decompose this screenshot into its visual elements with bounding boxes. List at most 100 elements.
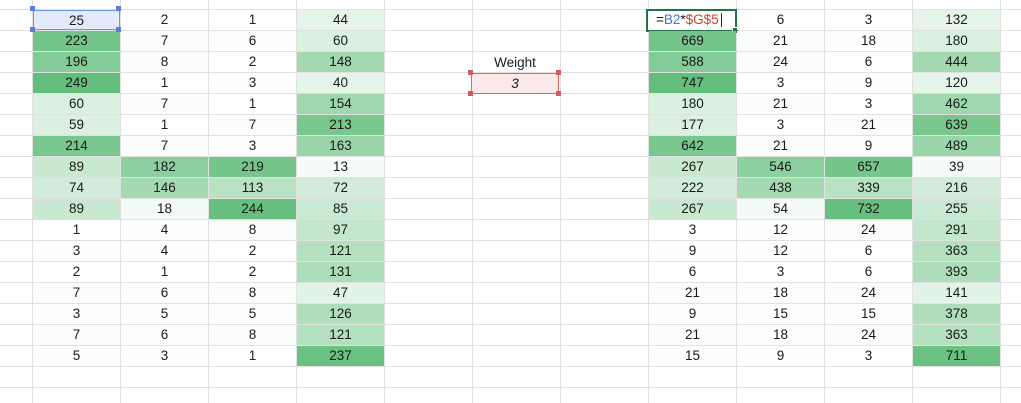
range-handle-bottom-right[interactable]: [556, 91, 561, 96]
left_table-cell[interactable]: 163: [297, 136, 384, 156]
right_table-cell[interactable]: 222: [649, 178, 736, 198]
right_table-cell[interactable]: 339: [825, 178, 912, 198]
left_table-cell[interactable]: 4: [121, 241, 208, 261]
right_table-cell[interactable]: 6: [649, 262, 736, 282]
right_table-cell[interactable]: 393: [913, 262, 1000, 282]
left_table-cell[interactable]: 1: [121, 262, 208, 282]
left_table-cell[interactable]: 196: [33, 52, 120, 72]
left_table-cell[interactable]: 6: [209, 31, 296, 51]
right_table-cell[interactable]: 24: [737, 52, 824, 72]
left_table-cell[interactable]: 214: [33, 136, 120, 156]
right_table-cell[interactable]: 462: [913, 94, 1000, 114]
right_table-cell[interactable]: 18: [737, 283, 824, 303]
left_table-cell[interactable]: 148: [297, 52, 384, 72]
left_table-cell[interactable]: 13: [297, 157, 384, 177]
left_table-cell[interactable]: 8: [121, 52, 208, 72]
left_table-cell[interactable]: 7: [121, 94, 208, 114]
right_table-cell[interactable]: 444: [913, 52, 1000, 72]
left_table-cell[interactable]: 7: [33, 283, 120, 303]
right_table-cell[interactable]: 6: [825, 262, 912, 282]
left_table-cell[interactable]: 8: [209, 283, 296, 303]
left_table-cell[interactable]: 5: [121, 304, 208, 324]
right_table-cell[interactable]: 12: [737, 220, 824, 240]
left_table-cell[interactable]: 4: [121, 220, 208, 240]
reference-handle[interactable]: [116, 27, 121, 32]
right_table-cell[interactable]: 6: [825, 241, 912, 261]
reference-handle[interactable]: [116, 6, 121, 11]
range-handle-top-right[interactable]: [556, 70, 561, 75]
left_table-cell[interactable]: 126: [297, 304, 384, 324]
left_table-cell[interactable]: 59: [33, 115, 120, 135]
right_table-cell[interactable]: 141: [913, 283, 1000, 303]
left_table-cell[interactable]: 182: [121, 157, 208, 177]
right_table-cell[interactable]: 9: [737, 346, 824, 366]
right_table-cell[interactable]: 54: [737, 199, 824, 219]
weight-value-cell[interactable]: 3: [471, 73, 559, 94]
right_table-cell[interactable]: 642: [649, 136, 736, 156]
right_table-cell[interactable]: 378: [913, 304, 1000, 324]
left_table-cell[interactable]: 1: [209, 346, 296, 366]
right_table-cell[interactable]: 291: [913, 220, 1000, 240]
right_table-cell[interactable]: 15: [649, 346, 736, 366]
right_table-cell[interactable]: 12: [737, 241, 824, 261]
right_table-cell[interactable]: 18: [737, 325, 824, 345]
right_table-cell[interactable]: 267: [649, 157, 736, 177]
right_table-cell[interactable]: 747: [649, 73, 736, 93]
left_table-cell[interactable]: 8: [209, 325, 296, 345]
left_table-cell[interactable]: 2: [121, 10, 208, 30]
left_table-cell[interactable]: 237: [297, 346, 384, 366]
left_table-cell[interactable]: 3: [33, 241, 120, 261]
left_table-cell[interactable]: 7: [121, 136, 208, 156]
right_table-cell[interactable]: 21: [825, 115, 912, 135]
right_table-cell[interactable]: 9: [649, 241, 736, 261]
right_table-cell[interactable]: 21: [649, 283, 736, 303]
right_table-cell[interactable]: 177: [649, 115, 736, 135]
right_table-cell[interactable]: 21: [649, 325, 736, 345]
left_table-cell[interactable]: 131: [297, 262, 384, 282]
range-handle-bottom-left[interactable]: [468, 91, 473, 96]
left_table-cell[interactable]: 6: [121, 325, 208, 345]
right_table-cell[interactable]: 6: [737, 10, 824, 30]
right_table-cell[interactable]: 180: [649, 94, 736, 114]
right_table-cell[interactable]: 546: [737, 157, 824, 177]
left_table-cell[interactable]: 223: [33, 31, 120, 51]
left_table-cell[interactable]: 60: [33, 94, 120, 114]
left_table-cell[interactable]: 1: [121, 115, 208, 135]
right_table-cell[interactable]: 267: [649, 199, 736, 219]
right_table-cell[interactable]: 3: [737, 73, 824, 93]
left_table-cell[interactable]: 5: [33, 346, 120, 366]
right_table-cell[interactable]: 3: [737, 115, 824, 135]
left_table-cell[interactable]: 44: [297, 10, 384, 30]
right_table-cell[interactable]: 9: [825, 73, 912, 93]
right_table-cell[interactable]: 21: [737, 31, 824, 51]
right_table-cell[interactable]: 39: [913, 157, 1000, 177]
right_table-cell[interactable]: 3: [825, 10, 912, 30]
right_table-cell[interactable]: 363: [913, 325, 1000, 345]
right_table-cell[interactable]: 18: [825, 31, 912, 51]
right_table-cell[interactable]: 3: [649, 220, 736, 240]
right_table-cell[interactable]: 639: [913, 115, 1000, 135]
left_table-cell[interactable]: 244: [209, 199, 296, 219]
left_table-cell[interactable]: 97: [297, 220, 384, 240]
left_table-cell[interactable]: 2: [33, 262, 120, 282]
right_table-cell[interactable]: 120: [913, 73, 1000, 93]
reference-handle[interactable]: [30, 6, 35, 11]
right_table-cell[interactable]: 732: [825, 199, 912, 219]
left_table-cell[interactable]: 2: [209, 241, 296, 261]
range-handle-top-left[interactable]: [468, 70, 473, 75]
right_table-cell[interactable]: 21: [737, 136, 824, 156]
right_table-cell[interactable]: 3: [825, 346, 912, 366]
left_table-cell[interactable]: 1: [121, 73, 208, 93]
left_table-cell[interactable]: 146: [121, 178, 208, 198]
right_table-cell[interactable]: 363: [913, 241, 1000, 261]
left_table-cell[interactable]: 5: [209, 304, 296, 324]
left_table-cell[interactable]: 1: [209, 94, 296, 114]
left_table-cell[interactable]: 40: [297, 73, 384, 93]
left_table-cell[interactable]: 18: [121, 199, 208, 219]
left_table-cell[interactable]: 3: [121, 346, 208, 366]
right_table-cell[interactable]: 669: [649, 31, 736, 51]
right_table-cell[interactable]: 24: [825, 325, 912, 345]
left_table-cell[interactable]: 60: [297, 31, 384, 51]
left_table-cell[interactable]: 154: [297, 94, 384, 114]
right_table-cell[interactable]: 132: [913, 10, 1000, 30]
